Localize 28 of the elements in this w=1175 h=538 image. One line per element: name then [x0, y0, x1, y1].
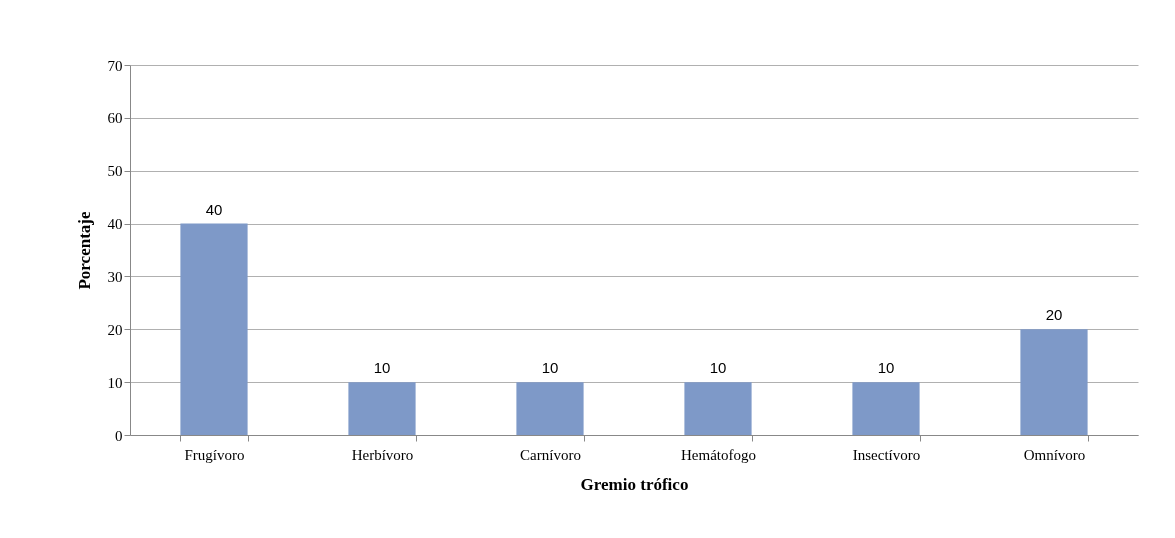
x-tick-label: Hemátofogo: [681, 446, 756, 463]
data-label: 10: [877, 359, 895, 377]
y-tick-label: 60: [107, 110, 123, 127]
bar: [180, 223, 248, 435]
bar: [1020, 329, 1088, 435]
x-tick-label: Omnívoro: [1023, 446, 1086, 463]
data-label: 10: [709, 359, 727, 377]
data-label: 20: [1045, 306, 1063, 324]
x-tick-label: Insectívoro: [852, 446, 921, 463]
y-tick-label: 50: [107, 163, 123, 180]
bar: [516, 382, 584, 435]
x-tick-label: Herbívoro: [351, 446, 414, 463]
y-tick-label: 70: [107, 57, 123, 74]
data-label: 40: [205, 200, 223, 218]
y-tick-label: 20: [107, 321, 123, 338]
data-label: 10: [541, 359, 559, 377]
bar: [852, 382, 920, 435]
data-label: 10: [373, 359, 391, 377]
x-tick-label: Carnívoro: [520, 446, 581, 463]
bar: [684, 382, 752, 435]
x-axis-title: Gremio trófico: [580, 474, 689, 494]
bar: [348, 382, 416, 435]
y-tick-label: 0: [115, 427, 123, 444]
y-axis-title: Porcentaje: [74, 211, 94, 290]
y-tick-label: 40: [107, 216, 123, 233]
x-tick-label: Frugívoro: [184, 446, 245, 463]
y-tick-label: 30: [107, 268, 123, 285]
y-tick-label: 10: [107, 374, 123, 391]
